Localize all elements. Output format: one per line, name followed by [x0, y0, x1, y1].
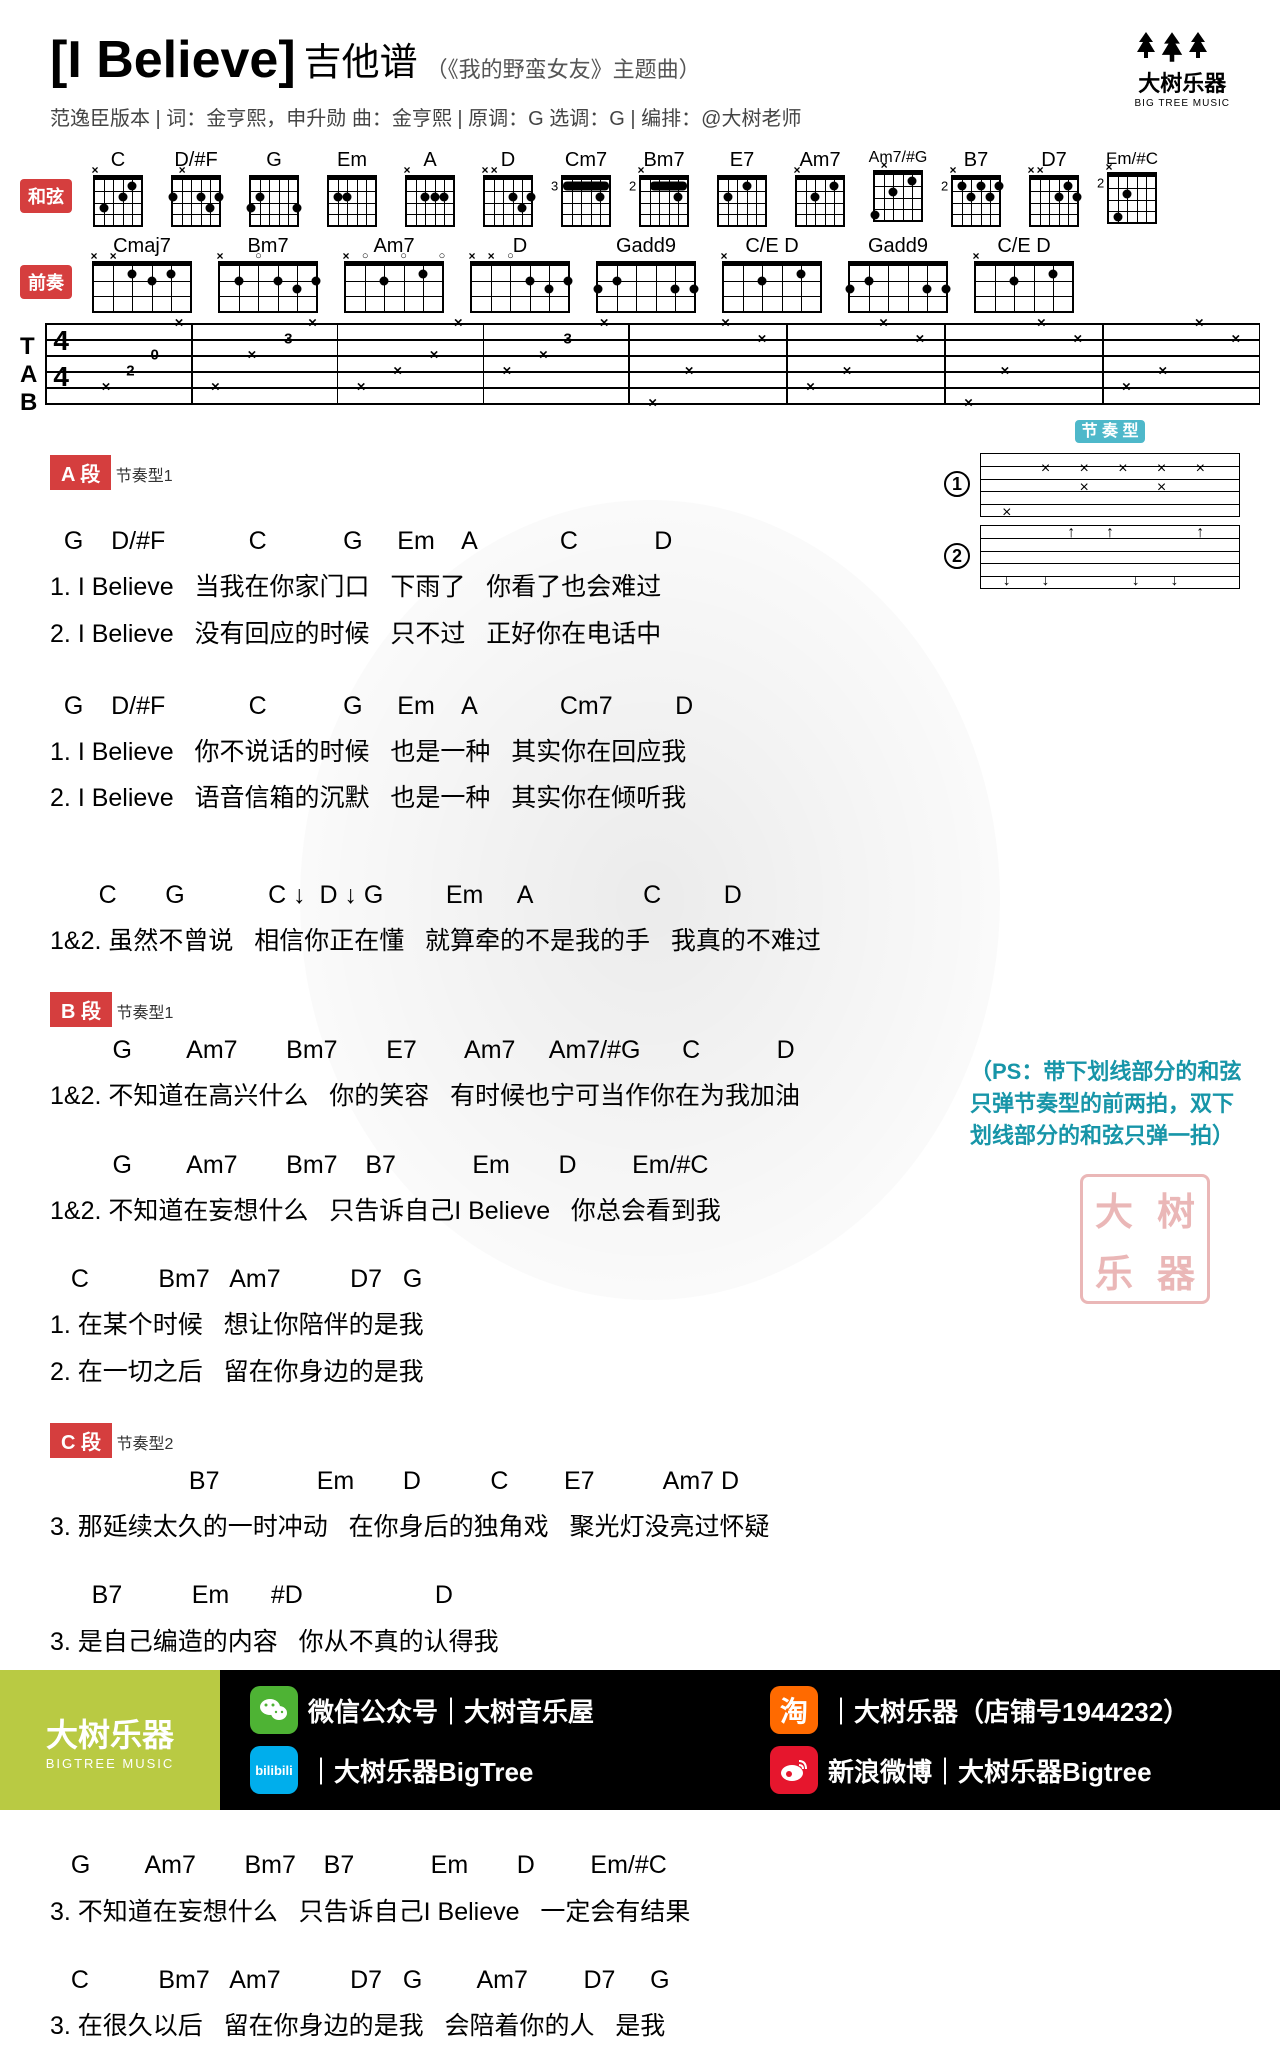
chords-b-3: C Bm7 Am7 D7 G: [50, 1256, 1230, 1302]
intro-section-label: 前奏: [20, 265, 72, 299]
lyric-b2-2: 3. 不知道在妄想什么 只告诉自己I Believe 一定会有结果: [50, 1889, 1230, 1935]
logo: 大树乐器 BIG TREE MUSIC: [1135, 30, 1231, 109]
lyric-a-3: 1. I Believe 你不说话的时候 也是一种 其实你在回应我: [50, 729, 1230, 775]
logo-subtitle: BIG TREE MUSIC: [1135, 98, 1231, 109]
chord-am7-sharp-g: Am7/#G×: [866, 149, 930, 222]
footer-brand-name: 大树乐器: [46, 1710, 174, 1756]
chord-em: Em: [320, 149, 384, 227]
footer-links: 微信公众号｜大树音乐屋 淘 ｜大树乐器（店铺号1944232） bilibili…: [220, 1670, 1280, 1810]
intro-am7: Am7×○○○: [338, 235, 450, 313]
footer-weibo-text: 新浪微博｜大树乐器Bigtree: [828, 1752, 1152, 1789]
rhythm-note-1: 节奏型1: [116, 468, 173, 485]
chord-b7: B72×: [944, 149, 1008, 227]
intro-ce-d: C/E D×: [716, 235, 828, 313]
lyric-b-4: 2. 在一切之后 留在你身边的是我: [50, 1349, 1230, 1395]
lyric-bridge: 1&2. 虽然不曾说 相信你正在懂 就算牵的不是我的手 我真的不难过: [50, 918, 1230, 964]
section-b: B 段 节奏型1 （PS：带下划线部分的和弦只弹节奏型的前两拍，双下划线部分的和…: [0, 974, 1280, 1405]
strum-label: 节 奏 型: [1075, 420, 1146, 443]
intro-ce-d-2: C/E D×: [968, 235, 1080, 313]
theme-song-note: （《我的野蛮女友》主题曲）: [426, 52, 701, 84]
chords-a-1: G D/#F C G Em A C D: [50, 518, 1230, 564]
taobao-icon: 淘: [770, 1686, 818, 1734]
footer-wechat-text: 微信公众号｜大树音乐屋: [308, 1692, 594, 1729]
chord-g: G: [242, 149, 306, 227]
intro-gadd9: Gadd9: [590, 235, 702, 313]
lyric-b-3: 1. 在某个时候 想让你陪伴的是我: [50, 1302, 1230, 1348]
chord-cm7: Cm73: [554, 149, 618, 227]
footer-weibo: 新浪微博｜大树乐器Bigtree: [770, 1745, 1250, 1795]
subtitle: 吉他谱: [304, 31, 418, 86]
chords-b2-2: G Am7 Bm7 B7 Em D Em/#C: [50, 1842, 1230, 1888]
chord-d7: D7××: [1022, 149, 1086, 227]
footer-wechat: 微信公众号｜大树音乐屋: [250, 1685, 730, 1735]
chords-b2-3: C Bm7 Am7 D7 G Am7 D7 G: [50, 1957, 1230, 2003]
logo-name: 大树乐器: [1135, 66, 1231, 98]
section-a-marker: A 段: [50, 455, 111, 490]
footer-taobao-text: ｜大树乐器（店铺号1944232）: [828, 1692, 1189, 1729]
footer-taobao: 淘 ｜大树乐器（店铺号1944232）: [770, 1685, 1250, 1735]
footer-brand: 大树乐器 BIGTREE MUSIC: [0, 1670, 220, 1810]
chord-em-sharp-c: Em/#C2×: [1100, 149, 1164, 224]
tree-icons: [1135, 30, 1231, 64]
pattern-1-number: 1: [944, 471, 970, 497]
intro-gadd9-2: Gadd9: [842, 235, 954, 313]
chord-d: D××: [476, 149, 540, 227]
intro-d: D××○: [464, 235, 576, 313]
tab-label: T A B: [20, 333, 37, 417]
footer-brand-sub: BIGTREE MUSIC: [46, 1756, 175, 1771]
lyric-c-2: 3. 是自己编造的内容 你从不真的认得我: [50, 1619, 1230, 1665]
footer-bilibili: bilibili ｜大树乐器BigTree: [250, 1745, 730, 1795]
chords-a-2: G D/#F C G Em A Cm7 D: [50, 683, 1230, 729]
weibo-icon: [770, 1746, 818, 1794]
section-b-marker: B 段: [50, 992, 112, 1027]
strum-pattern-1: ××××××××: [980, 453, 1240, 517]
footer: 大树乐器 BIGTREE MUSIC 微信公众号｜大树音乐屋 淘 ｜大树乐器（店…: [0, 1670, 1280, 1810]
chord-e7: E7: [710, 149, 774, 227]
lyric-a-1: 1. I Believe 当我在你家门口 下雨了 你看了也会难过: [50, 564, 1230, 610]
chord-diagrams-row: 和弦 C× D/#F× G Em A× D×× Cm73 Bm72× E7 Am…: [0, 141, 1280, 227]
intro-cmaj7: Cmaj7××: [86, 235, 198, 313]
tab-staff: 4 4 ×20× ××3× ×××× ××3× ×××× ×××× ×××× ×…: [45, 323, 1260, 403]
footer-bilibili-text: ｜大树乐器BigTree: [308, 1752, 533, 1789]
section-c-marker: C 段: [50, 1423, 112, 1458]
song-title: [I Believe]: [50, 30, 296, 90]
bridge-section: C G C ↓ D ↓ G Em A C D 1&2. 虽然不曾说 相信你正在懂…: [0, 832, 1280, 975]
chord-am7: Am7×: [788, 149, 852, 227]
lyric-c-1: 3. 那延续太久的一时冲动 在你身后的独角戏 聚光灯没亮过怀疑: [50, 1504, 1230, 1550]
chords-b-2: G Am7 Bm7 B7 Em D Em/#C: [50, 1142, 1230, 1188]
intro-bm7: Bm7×○: [212, 235, 324, 313]
rhythm-note-c: 节奏型2: [116, 1436, 173, 1453]
bilibili-icon: bilibili: [250, 1746, 298, 1794]
chords-bridge: C G C ↓ D ↓ G Em A C D: [50, 872, 1230, 918]
section-c: C 段 节奏型2 B7 Em D C E7 Am7 D 3. 那延续太久的一时冲…: [0, 1405, 1280, 1675]
chord-section-label: 和弦: [20, 179, 72, 213]
wechat-icon: [250, 1686, 298, 1734]
chords-c-2: B7 Em #D D: [50, 1572, 1230, 1618]
section-a: A 段 节奏型1 节 奏 型 1 ×××××××× 2 ↓↓↑↑↓↓↑ G D/…: [0, 437, 1280, 832]
lyric-b2-3: 3. 在很久以后 留在你身边的是我 会陪着你的人 是我: [50, 2003, 1230, 2049]
chord-bm7: Bm72×: [632, 149, 696, 227]
lyric-a-2: 2. I Believe 没有回应的时候 只不过 正好你在电话中: [50, 611, 1230, 657]
header: [I Believe] 吉他谱 （《我的野蛮女友》主题曲） 范逸臣版本 | 词：…: [0, 0, 1280, 141]
chords-b-1: G Am7 Bm7 E7 Am7 Am7/#G C D: [50, 1027, 1230, 1073]
chord-c: C×: [86, 149, 150, 227]
chords-c-1: B7 Em D C E7 Am7 D: [50, 1458, 1230, 1504]
chord-d-sharp-f: D/#F×: [164, 149, 228, 227]
lyric-b-1: 1&2. 不知道在高兴什么 你的笑容 有时候也宁可当作你在为我加油: [50, 1073, 1230, 1119]
chord-a: A×: [398, 149, 462, 227]
lyric-b-2: 1&2. 不知道在妄想什么 只告诉自己I Believe 你总会看到我: [50, 1188, 1230, 1234]
intro-chord-row: 前奏 Cmaj7×× Bm7×○ Am7×○○○ D××○ Gadd9 C/E …: [0, 227, 1280, 313]
credits-line: 范逸臣版本 | 词：金亨熙，申升勋 曲：金亨熙 | 原调：G 选调：G | 编排…: [50, 102, 1230, 131]
lyric-a-4: 2. I Believe 语音信箱的沉默 也是一种 其实你在倾听我: [50, 775, 1230, 821]
rhythm-note-b: 节奏型1: [116, 1005, 173, 1022]
